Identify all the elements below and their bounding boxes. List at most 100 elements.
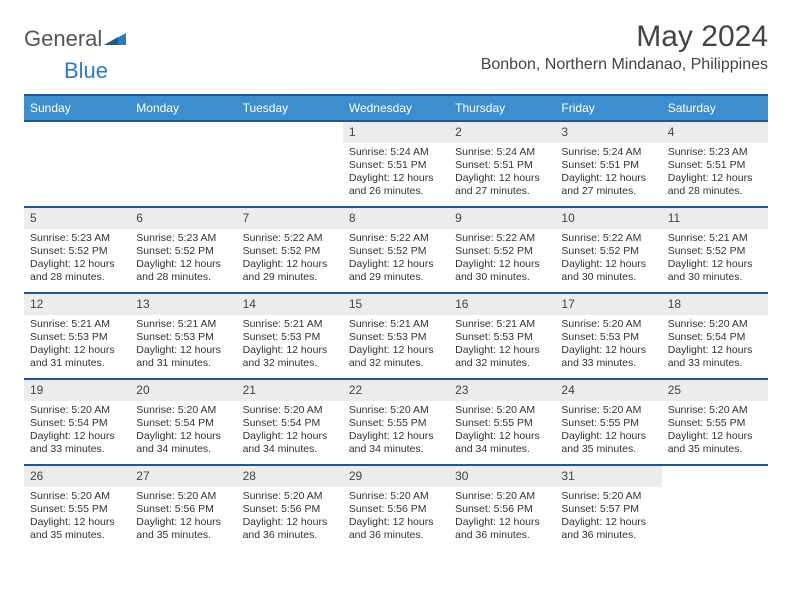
day-line: Sunrise: 5:20 AM [349,490,443,503]
day-body: Sunrise: 5:24 AMSunset: 5:51 PMDaylight:… [343,143,449,203]
day-line: Sunset: 5:52 PM [243,245,337,258]
day-body [130,143,236,150]
day-line: Sunset: 5:52 PM [455,245,549,258]
day-line: Sunrise: 5:22 AM [455,232,549,245]
day-line: Sunset: 5:56 PM [243,503,337,516]
day-body: Sunrise: 5:21 AMSunset: 5:53 PMDaylight:… [449,315,555,375]
day-line: and 27 minutes. [455,185,549,198]
day-body: Sunrise: 5:20 AMSunset: 5:54 PMDaylight:… [662,315,768,375]
day-cell: 31Sunrise: 5:20 AMSunset: 5:57 PMDayligh… [555,466,661,550]
day-number: 8 [343,208,449,229]
title-block: May 2024 Bonbon, Northern Mindanao, Phil… [481,20,768,74]
day-line: Sunset: 5:53 PM [243,331,337,344]
day-number: 24 [555,380,661,401]
day-line: and 36 minutes. [243,529,337,542]
day-cell: 20Sunrise: 5:20 AMSunset: 5:54 PMDayligh… [130,380,236,464]
day-line: Sunrise: 5:20 AM [668,404,762,417]
day-number: 13 [130,294,236,315]
day-cell [237,122,343,206]
day-line: and 35 minutes. [668,443,762,456]
logo-text-general: General [24,26,102,52]
day-line: Daylight: 12 hours [136,516,230,529]
day-number: 27 [130,466,236,487]
day-cell: 26Sunrise: 5:20 AMSunset: 5:55 PMDayligh… [24,466,130,550]
day-line: and 33 minutes. [30,443,124,456]
day-number: 21 [237,380,343,401]
day-number: 4 [662,122,768,143]
day-line: and 35 minutes. [561,443,655,456]
day-line: Sunset: 5:57 PM [561,503,655,516]
day-line: Sunrise: 5:20 AM [30,490,124,503]
day-body: Sunrise: 5:20 AMSunset: 5:55 PMDaylight:… [555,401,661,461]
week-row: 19Sunrise: 5:20 AMSunset: 5:54 PMDayligh… [24,378,768,464]
day-number [662,466,768,487]
day-line: and 34 minutes. [136,443,230,456]
day-body: Sunrise: 5:20 AMSunset: 5:55 PMDaylight:… [662,401,768,461]
day-line: and 29 minutes. [243,271,337,284]
day-cell: 4Sunrise: 5:23 AMSunset: 5:51 PMDaylight… [662,122,768,206]
day-line: Sunset: 5:55 PM [30,503,124,516]
day-line: and 29 minutes. [349,271,443,284]
day-line: Sunset: 5:54 PM [668,331,762,344]
day-number [237,122,343,143]
day-line: Daylight: 12 hours [136,344,230,357]
day-number: 12 [24,294,130,315]
day-line: Sunset: 5:53 PM [136,331,230,344]
day-cell: 8Sunrise: 5:22 AMSunset: 5:52 PMDaylight… [343,208,449,292]
day-number: 26 [24,466,130,487]
day-line: and 32 minutes. [455,357,549,370]
day-body: Sunrise: 5:21 AMSunset: 5:53 PMDaylight:… [237,315,343,375]
day-number: 3 [555,122,661,143]
day-number: 17 [555,294,661,315]
day-line: Daylight: 12 hours [30,344,124,357]
day-body: Sunrise: 5:24 AMSunset: 5:51 PMDaylight:… [555,143,661,203]
day-cell: 6Sunrise: 5:23 AMSunset: 5:52 PMDaylight… [130,208,236,292]
day-line: and 30 minutes. [455,271,549,284]
day-line: and 33 minutes. [668,357,762,370]
day-line: Sunrise: 5:24 AM [561,146,655,159]
day-body: Sunrise: 5:20 AMSunset: 5:54 PMDaylight:… [237,401,343,461]
day-line: Sunset: 5:53 PM [561,331,655,344]
day-line: and 32 minutes. [243,357,337,370]
day-number: 1 [343,122,449,143]
day-line: Daylight: 12 hours [561,172,655,185]
day-cell: 17Sunrise: 5:20 AMSunset: 5:53 PMDayligh… [555,294,661,378]
week-row: 5Sunrise: 5:23 AMSunset: 5:52 PMDaylight… [24,206,768,292]
day-line: Daylight: 12 hours [136,430,230,443]
dow-wednesday: Wednesday [343,96,449,120]
day-line: Sunrise: 5:21 AM [349,318,443,331]
day-cell: 27Sunrise: 5:20 AMSunset: 5:56 PMDayligh… [130,466,236,550]
day-body [24,143,130,150]
day-line: Sunrise: 5:21 AM [30,318,124,331]
day-cell: 12 Sunrise: 5:21 AMSunset: 5:53 PMDayligh… [24,294,130,378]
day-cell: 19Sunrise: 5:20 AMSunset: 5:54 PMDayligh… [24,380,130,464]
day-number [24,122,130,143]
day-line: Sunrise: 5:21 AM [668,232,762,245]
day-line: Daylight: 12 hours [455,430,549,443]
day-line: Daylight: 12 hours [561,344,655,357]
day-body: Sunrise: 5:22 AMSunset: 5:52 PMDaylight:… [449,229,555,289]
day-cell: 10Sunrise: 5:22 AMSunset: 5:52 PMDayligh… [555,208,661,292]
day-line: Daylight: 12 hours [349,258,443,271]
day-line: Sunrise: 5:20 AM [668,318,762,331]
day-line: Sunset: 5:51 PM [455,159,549,172]
day-cell: 11Sunrise: 5:21 AMSunset: 5:52 PMDayligh… [662,208,768,292]
day-line: Daylight: 12 hours [668,430,762,443]
day-number: 28 [237,466,343,487]
day-number: 14 [237,294,343,315]
day-line: Daylight: 12 hours [243,430,337,443]
day-line: Sunrise: 5:21 AM [455,318,549,331]
day-line: Sunset: 5:52 PM [136,245,230,258]
day-line: Sunset: 5:56 PM [455,503,549,516]
day-number: 11 [662,208,768,229]
day-line: Daylight: 12 hours [668,258,762,271]
day-line: Sunrise: 5:23 AM [668,146,762,159]
day-line: Sunrise: 5:20 AM [136,404,230,417]
day-line: Sunrise: 5:23 AM [30,232,124,245]
week-row: 26Sunrise: 5:20 AMSunset: 5:55 PMDayligh… [24,464,768,550]
day-line: Sunset: 5:54 PM [30,417,124,430]
day-line: Sunset: 5:53 PM [30,331,124,344]
day-line: Sunset: 5:53 PM [455,331,549,344]
day-line: Daylight: 12 hours [349,344,443,357]
day-body: Sunrise: 5:22 AMSunset: 5:52 PMDaylight:… [555,229,661,289]
